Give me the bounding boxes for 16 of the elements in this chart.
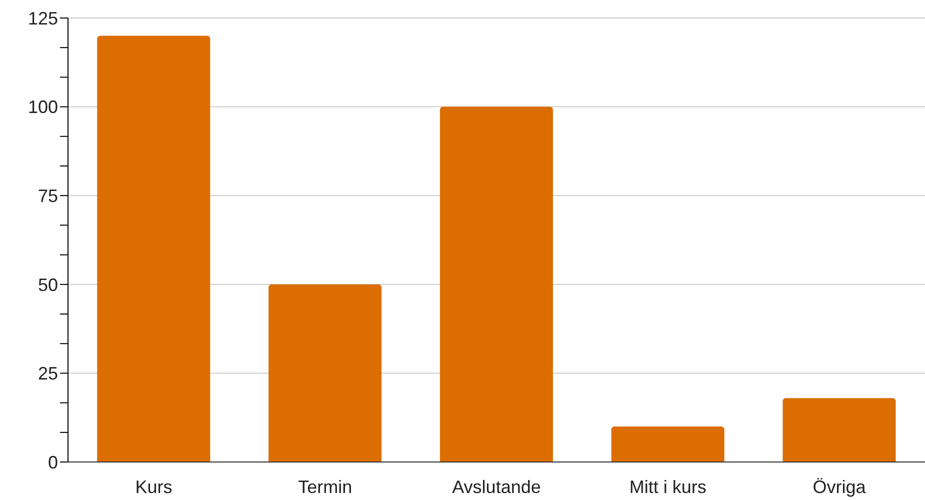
y-tick-label: 125	[28, 8, 58, 28]
x-tick-label: Kurs	[135, 476, 172, 497]
y-tick-label: 0	[48, 452, 58, 472]
x-tick-label: Övriga	[812, 476, 867, 497]
bar	[268, 284, 382, 462]
x-tick-label: Avslutande	[452, 476, 541, 497]
bar	[782, 398, 896, 462]
y-tick-label: 25	[38, 364, 58, 384]
bar	[440, 106, 553, 462]
bar	[611, 426, 724, 462]
y-tick-label: 100	[28, 97, 58, 118]
bar	[97, 36, 210, 462]
y-tick-label: 50	[38, 274, 58, 295]
y-tick-label: 75	[38, 186, 58, 206]
x-tick-label: Mitt i kurs	[629, 476, 706, 497]
x-tick-label: Termin	[298, 476, 352, 497]
